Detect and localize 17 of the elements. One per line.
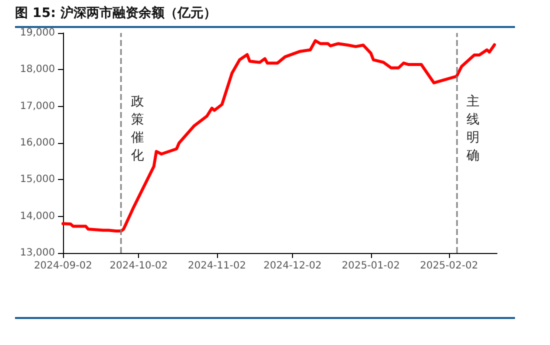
y-tick-label: 15,000: [20, 174, 55, 186]
x-tick-label: 2024-11-02: [188, 260, 246, 272]
x-tick-label: 2025-01-02: [342, 260, 400, 272]
y-tick-label: 19,000: [20, 28, 55, 38]
y-tick-label: 16,000: [20, 138, 55, 148]
y-tick-label: 14,000: [20, 210, 55, 222]
x-tick-label: 2024-10-02: [110, 260, 168, 272]
chart-title: 图 15: 沪深两市融资余额（亿元）: [15, 4, 515, 28]
y-tick-label: 13,000: [20, 248, 55, 258]
y-tick-label: 18,000: [20, 64, 55, 76]
ref-line-label: 政策催化: [131, 94, 144, 164]
line-series: [62, 39, 496, 232]
x-tick-label: 2024-09-02: [34, 260, 92, 272]
x-tick-label: 2025-02-02: [420, 260, 478, 272]
ref-line-label: 主线明确: [466, 94, 480, 164]
x-tick-label: 2024-12-02: [264, 260, 322, 272]
y-tick-label: 17,000: [20, 100, 55, 112]
